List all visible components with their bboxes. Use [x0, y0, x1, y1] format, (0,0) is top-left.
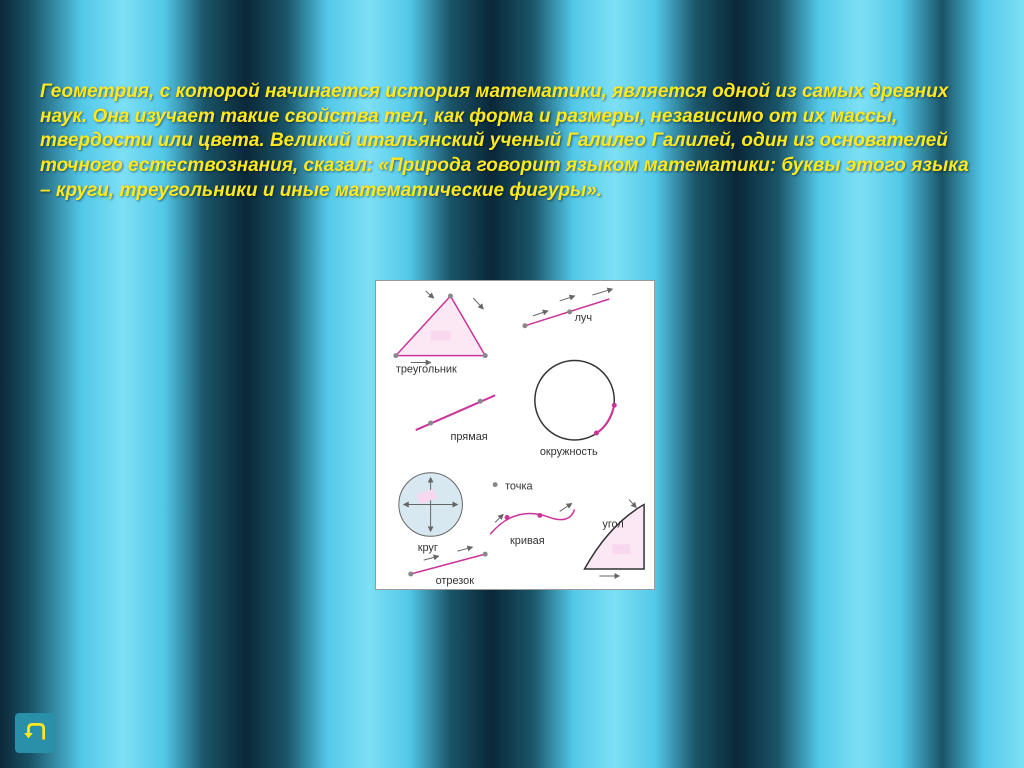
geometry-diagram: треугольник луч прямая окружность точка …	[375, 280, 655, 590]
circle-label: окружность	[540, 446, 598, 458]
point-shape	[493, 482, 498, 487]
segment-label: отрезок	[436, 575, 475, 587]
line-shape	[416, 395, 495, 430]
circle-shape	[535, 361, 617, 440]
main-paragraph: Геометрия, с которой начинается история …	[40, 80, 984, 203]
curve-shape	[490, 504, 574, 535]
disk-label: круг	[418, 542, 438, 554]
ray-label: луч	[575, 312, 593, 324]
angle-label: угол	[602, 518, 623, 530]
curve-label: кривая	[510, 535, 545, 547]
back-button[interactable]	[15, 713, 55, 753]
point-label: точка	[505, 481, 533, 493]
triangle-label: треугольник	[396, 363, 457, 375]
u-turn-icon	[22, 720, 48, 746]
ray-shape	[522, 289, 612, 328]
triangle-shape	[393, 291, 487, 362]
disk-shape	[399, 473, 463, 537]
angle-shape	[585, 500, 645, 576]
line-label: прямая	[450, 431, 487, 443]
